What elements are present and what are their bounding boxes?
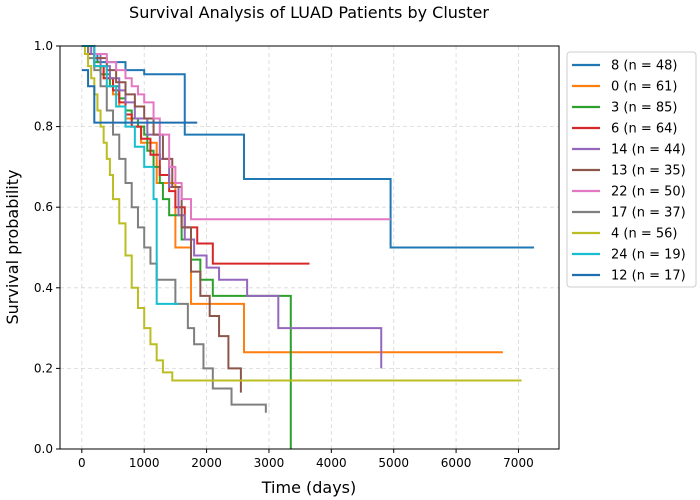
legend-label-3: 6 (n = 64) bbox=[611, 122, 678, 137]
y-tick-label: 0.2 bbox=[34, 361, 53, 375]
legend-label-5: 13 (n = 35) bbox=[611, 164, 686, 179]
series-line-7 bbox=[81, 45, 267, 413]
y-tick-label: 0.8 bbox=[34, 120, 53, 134]
legend-label-9: 24 (n = 19) bbox=[611, 248, 686, 263]
series-lines bbox=[81, 45, 535, 449]
axes: 0 1000 2000 3000 4000 5000 6000 7000 0.0 0.2 0.4 0.… bbox=[34, 39, 534, 470]
x-tick-label: 2000 bbox=[191, 456, 222, 470]
legend-label-1: 0 (n = 61) bbox=[611, 80, 678, 95]
plot-frame bbox=[59, 45, 560, 450]
legend-label-10: 12 (n = 17) bbox=[611, 269, 686, 284]
x-tick-label: 0 bbox=[78, 456, 86, 470]
x-tick-label: 7000 bbox=[503, 456, 534, 470]
x-tick-label: 3000 bbox=[254, 456, 285, 470]
chart-title: Survival Analysis of LUAD Patients by Cl… bbox=[129, 3, 489, 22]
legend-label-0: 8 (n = 48) bbox=[611, 59, 678, 74]
y-tick-label: 1.0 bbox=[34, 39, 53, 53]
series-line-6 bbox=[81, 45, 391, 221]
series-line-8 bbox=[81, 45, 522, 382]
legend-label-2: 3 (n = 85) bbox=[611, 101, 678, 116]
legend-label-4: 14 (n = 44) bbox=[611, 143, 686, 158]
y-tick-label: 0.0 bbox=[34, 442, 53, 456]
y-axis-title: Survival probability bbox=[3, 170, 22, 325]
legend: 8 (n = 48) 0 (n = 61) 3 (n = 85) 6 (n = 64)… bbox=[566, 51, 697, 288]
series-line-9 bbox=[81, 45, 179, 305]
x-tick-label: 4000 bbox=[316, 456, 347, 470]
legend-label-8: 4 (n = 56) bbox=[611, 227, 678, 242]
legend-label-7: 17 (n = 37) bbox=[611, 206, 686, 221]
legend-label-6: 22 (n = 50) bbox=[611, 185, 686, 200]
y-tick-label: 0.6 bbox=[34, 200, 53, 214]
y-tick-label: 0.4 bbox=[34, 281, 53, 295]
x-axis-title: Time (days) bbox=[261, 478, 357, 497]
series-line-5 bbox=[81, 45, 242, 393]
x-tick-label: 5000 bbox=[378, 456, 409, 470]
x-tick-label: 1000 bbox=[129, 456, 160, 470]
legend-box bbox=[566, 51, 697, 288]
x-tick-label: 6000 bbox=[441, 456, 472, 470]
series-line-10 bbox=[81, 69, 198, 124]
